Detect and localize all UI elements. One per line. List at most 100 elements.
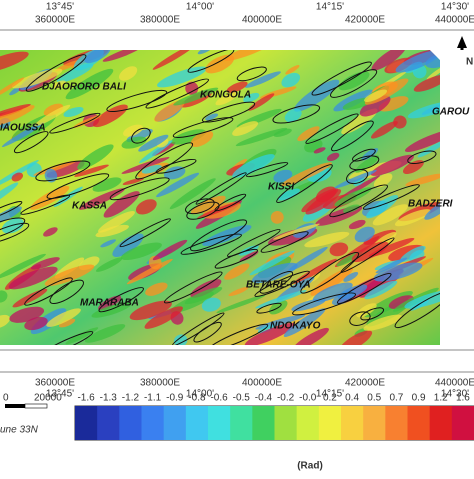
contour <box>0 222 30 245</box>
anomaly-blob <box>304 231 350 248</box>
colorbar-swatch <box>75 406 98 440</box>
contour <box>259 271 294 294</box>
colorbar-label: -0.5 <box>233 393 251 404</box>
anomaly-blob <box>348 219 366 230</box>
anomaly-blob <box>190 279 222 298</box>
anomaly-blob <box>156 172 200 198</box>
anomaly-blob <box>215 92 238 106</box>
contour <box>360 307 385 321</box>
contour <box>0 201 23 221</box>
anomaly-blob <box>372 204 408 226</box>
colorbar-swatch <box>97 406 120 440</box>
contour <box>0 217 26 241</box>
anomaly-blob <box>65 68 114 100</box>
place-label: KISSI <box>268 182 294 193</box>
top-easting-label: 400000E <box>242 15 282 26</box>
anomaly-blob <box>141 165 162 174</box>
colorbar-swatch <box>208 406 231 440</box>
anomaly-blob <box>8 266 58 290</box>
anomaly-blob <box>84 324 126 343</box>
anomaly-blob <box>361 148 379 161</box>
anomaly-blob <box>287 246 328 272</box>
anomaly-blob <box>1 218 24 234</box>
anomaly-blob <box>120 242 162 261</box>
colorbar-swatch <box>385 406 408 440</box>
contour <box>35 160 91 182</box>
anomaly-blob <box>122 177 144 185</box>
colorbar-label: -0.6 <box>210 393 228 404</box>
contour <box>25 54 87 92</box>
anomaly-blob <box>395 50 440 73</box>
anomaly-blob <box>44 168 58 183</box>
bottom-degree-label: 14°15' <box>316 389 344 400</box>
anomaly-blob <box>224 50 273 61</box>
anomaly-blob <box>173 87 219 106</box>
anomaly-blob <box>224 263 250 280</box>
contour <box>394 291 440 329</box>
contour <box>155 158 197 174</box>
anomaly-blob <box>243 92 260 103</box>
contour <box>346 169 369 185</box>
contour <box>256 302 282 314</box>
anomaly-blob <box>98 211 135 233</box>
anomaly-blob <box>91 302 132 318</box>
anomaly-blob <box>413 74 440 92</box>
anomaly-blob <box>366 194 399 219</box>
anomaly-blob <box>169 178 216 210</box>
anomaly-blob <box>103 191 140 218</box>
zone-label: une 33N <box>0 425 39 436</box>
place-label: GAROU <box>432 107 470 118</box>
anomaly-blob <box>393 115 407 129</box>
anomaly-blob <box>228 286 249 297</box>
anomaly-blob <box>185 81 199 95</box>
scale-end: 20000 <box>34 393 62 404</box>
anomaly-blob <box>356 303 377 318</box>
place-label: MARARABA <box>80 298 139 309</box>
anomaly-blob <box>201 297 221 312</box>
top-easting-label: 440000E <box>435 15 474 26</box>
anomaly-blob <box>77 144 114 170</box>
anomaly-blob <box>281 162 332 187</box>
anomaly-blob <box>34 104 71 126</box>
anomaly-blob <box>63 107 84 118</box>
anomaly-map <box>0 50 440 345</box>
anomaly-blob <box>283 308 326 337</box>
contour <box>245 162 289 178</box>
contour <box>329 184 388 218</box>
anomaly-blob <box>100 239 117 248</box>
anomaly-blob <box>351 241 389 263</box>
anomaly-blob <box>171 129 207 145</box>
contour <box>24 277 73 306</box>
colorbar-swatch <box>341 406 364 440</box>
anomaly-blob <box>278 188 300 201</box>
contour <box>46 173 110 199</box>
anomaly-blob <box>152 50 197 70</box>
colorbar-label: -0.8 <box>188 393 206 404</box>
contour <box>407 150 437 164</box>
scale-start: 0 <box>3 393 9 404</box>
anomaly-blob <box>0 253 46 279</box>
contour <box>254 270 310 297</box>
anomaly-blob <box>0 51 29 73</box>
anomaly-blob <box>24 316 48 331</box>
anomaly-blob <box>0 104 31 120</box>
anomaly-blob <box>272 223 320 240</box>
place-label: IAOUSSA <box>0 123 46 134</box>
anomaly-blob <box>0 77 25 99</box>
anomaly-blob <box>232 154 275 178</box>
contour <box>300 252 360 294</box>
anomaly-blob <box>33 160 77 176</box>
bottom-easting-label: 380000E <box>140 378 180 389</box>
anomaly-blob <box>98 295 122 311</box>
contour <box>119 218 171 248</box>
contour <box>135 142 194 180</box>
anomaly-blob <box>338 330 373 345</box>
map-cutout <box>430 50 474 110</box>
contour <box>172 117 234 138</box>
anomaly-blob <box>424 199 440 220</box>
anomaly-blob <box>216 294 266 314</box>
contour <box>171 312 225 345</box>
bottom-degree-label: 14°00' <box>186 389 214 400</box>
anomaly-blob <box>145 282 168 296</box>
anomaly-blob <box>284 108 302 123</box>
